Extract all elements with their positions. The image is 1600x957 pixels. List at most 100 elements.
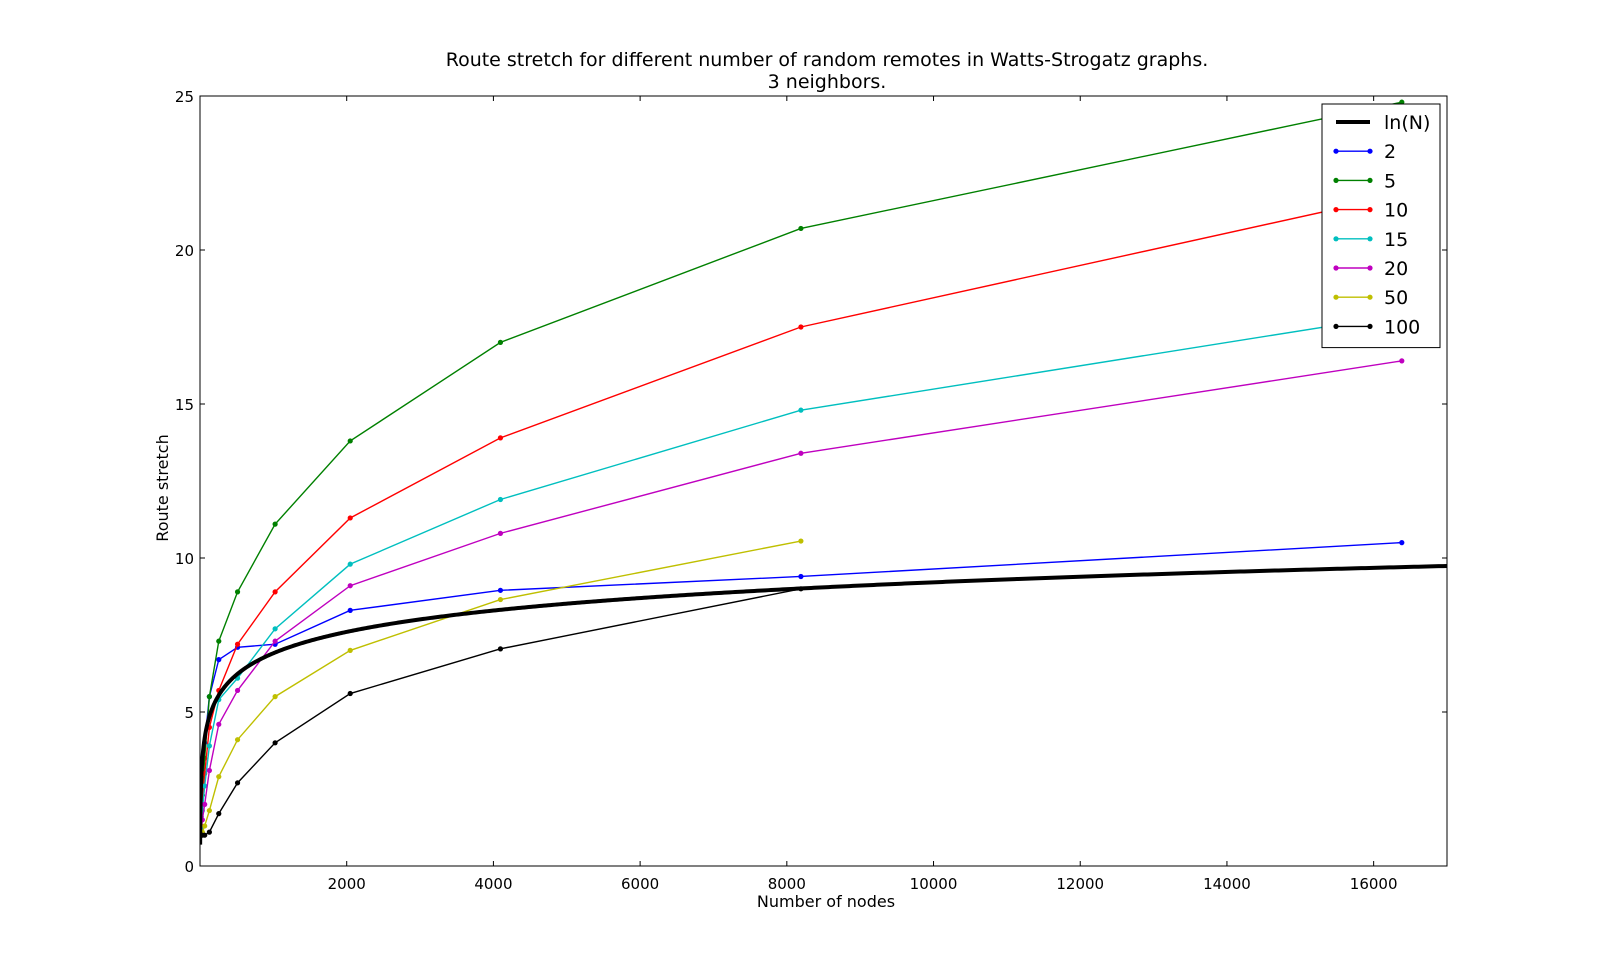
series-point-15	[272, 626, 278, 632]
series-point-15	[798, 407, 804, 413]
legend-label-2: 2	[1384, 141, 1396, 163]
x-tick-label: 12000	[1056, 875, 1104, 893]
reference-line-ln-n	[200, 563, 1447, 845]
series-point-50	[216, 774, 222, 780]
x-axis-label: Number of nodes	[757, 892, 895, 911]
series-point-2	[347, 607, 353, 613]
series-point-5	[216, 638, 222, 644]
y-tick-label: 5	[184, 704, 194, 722]
series-line-100	[200, 588, 802, 836]
series-point-5	[1399, 99, 1405, 105]
chart-title: Route stretch for different number of ra…	[446, 49, 1209, 71]
legend-label-ln(N): ln(N)	[1384, 112, 1430, 134]
series-point-10	[347, 515, 353, 521]
legend-box	[1321, 103, 1441, 349]
series-point-10	[497, 435, 504, 441]
series-point-5	[497, 339, 504, 345]
y-tick-label: 0	[184, 858, 194, 876]
series-line-20	[200, 360, 1402, 836]
plot-area	[200, 99, 1447, 845]
legend-marker	[1333, 323, 1339, 329]
series-point-15	[347, 561, 353, 567]
series-point-20	[272, 638, 278, 644]
series-point-50	[497, 596, 504, 603]
series-point-100	[497, 646, 504, 652]
series-point-50	[272, 694, 278, 700]
legend-marker	[1333, 236, 1339, 242]
series-point-100	[272, 740, 278, 746]
series-point-5	[347, 438, 353, 444]
legend-marker	[1367, 323, 1373, 329]
legend-marker	[1367, 265, 1373, 271]
legend-label-50: 50	[1384, 287, 1408, 309]
series-point-5	[206, 694, 212, 700]
legend-marker	[1367, 177, 1373, 183]
legend-label-10: 10	[1384, 200, 1408, 222]
series-point-15	[206, 743, 212, 749]
y-tick-label: 25	[175, 88, 194, 106]
legend-marker	[1333, 148, 1339, 154]
series-line-50	[200, 540, 802, 836]
series-point-100	[206, 829, 212, 835]
series-point-20	[216, 721, 222, 727]
x-tick-label: 8000	[768, 875, 806, 893]
series-point-15	[202, 783, 208, 789]
legend-marker	[1333, 177, 1339, 183]
x-tick-label: 2000	[328, 875, 366, 893]
series-point-20	[234, 687, 241, 694]
series-point-5	[234, 589, 241, 595]
series-point-50	[347, 647, 353, 654]
y-tick-label: 15	[175, 396, 194, 414]
series-point-10	[798, 324, 804, 330]
series-line-5	[200, 101, 1402, 836]
x-tick-label: 4000	[474, 875, 512, 893]
series-point-5	[798, 225, 804, 232]
chart-subtitle: 3 neighbors.	[768, 71, 887, 93]
legend-label-20: 20	[1384, 258, 1408, 280]
x-tick-label: 14000	[1203, 875, 1251, 893]
series-point-50	[206, 807, 212, 814]
series-line-10	[200, 193, 1402, 836]
legend-marker	[1333, 207, 1339, 213]
x-tick-label: 6000	[621, 875, 659, 893]
series-point-20	[206, 767, 212, 774]
y-tick-label: 20	[175, 242, 194, 260]
series-point-10	[272, 589, 278, 595]
legend-marker	[1333, 294, 1339, 300]
legend-marker	[1367, 148, 1373, 154]
series-point-20	[1399, 358, 1405, 364]
legend-marker	[1367, 236, 1373, 242]
series-point-100	[234, 780, 241, 786]
series-point-2	[798, 573, 804, 580]
legend-label-15: 15	[1384, 229, 1408, 251]
series-point-2	[497, 587, 504, 593]
series-point-20	[347, 583, 353, 589]
series-point-10	[234, 641, 241, 647]
series-point-50	[234, 737, 241, 743]
x-tick-label: 10000	[910, 875, 958, 893]
y-axis-label: Route stretch	[153, 434, 172, 541]
series-point-20	[798, 450, 804, 456]
series-point-2	[1399, 540, 1405, 546]
series-point-100	[216, 811, 222, 817]
legend-label-5: 5	[1384, 170, 1396, 192]
series-point-50	[798, 538, 804, 544]
legend-marker	[1367, 294, 1373, 300]
axis-ticks: 2000 4000 6000 8000 10000 12000 14000 16000 0 5 10…	[175, 88, 1447, 893]
series-point-50	[202, 823, 208, 829]
series-point-15	[497, 496, 504, 503]
series-point-100	[347, 690, 353, 697]
y-tick-label: 10	[175, 550, 194, 568]
series-point-20	[497, 530, 504, 536]
legend: ln(N) 2 5 10 15 20 50 100	[1321, 103, 1441, 349]
plot-frame	[199, 95, 1448, 867]
series-point-2	[216, 657, 222, 663]
series-point-5	[272, 521, 278, 527]
series-point-20	[202, 801, 208, 808]
legend-marker	[1333, 265, 1339, 271]
series-point-100	[202, 832, 208, 838]
legend-label-100: 100	[1384, 316, 1420, 338]
series-group	[200, 99, 1447, 845]
x-tick-label: 16000	[1350, 875, 1398, 893]
